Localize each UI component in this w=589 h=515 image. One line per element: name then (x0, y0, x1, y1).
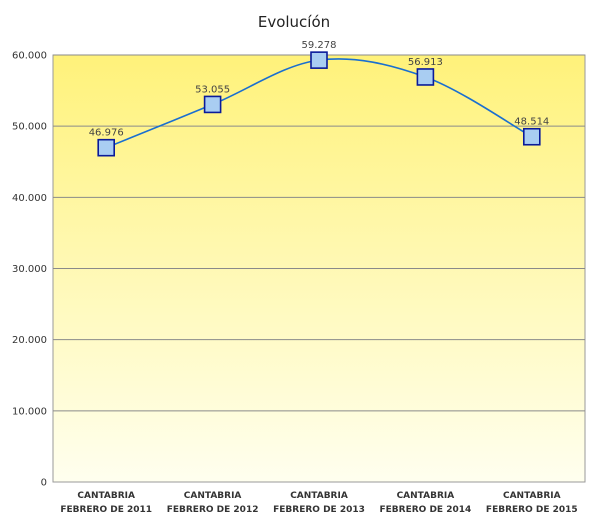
data-label: 48.514 (514, 117, 549, 128)
y-tick-label: 20.000 (12, 335, 47, 346)
x-tick-label: CANTABRIA FEBRERO DE 2011 (60, 491, 152, 515)
y-tick-label: 10.000 (12, 406, 47, 417)
data-label: 56.913 (408, 57, 443, 68)
x-axis-ticks: CANTABRIA FEBRERO DE 2011 CANTABRIA FEBRERO… (60, 491, 577, 515)
data-point-marker (416, 68, 435, 86)
data-label: 53.055 (195, 84, 230, 95)
data-point-marker (97, 138, 115, 157)
x-tick-label: CANTABRIA FEBRERO DE 2015 (486, 491, 578, 515)
data-labels: 46.976 53.055 59.278 56.913 48.514 (89, 40, 550, 139)
y-tick-label: 50.000 (12, 122, 47, 133)
series-group (97, 51, 541, 157)
data-point-marker (310, 51, 328, 69)
y-tick-label: 40.000 (12, 193, 47, 204)
chart-title: Evolucíón (258, 13, 330, 31)
y-axis-ticks: 0 10.000 20.000 30.000 40.000 50.000 60.000 (12, 51, 47, 489)
data-label: 46.976 (89, 128, 124, 139)
data-label: 59.278 (302, 40, 337, 51)
x-tick-label: CANTABRIA FEBRERO DE 2012 (167, 491, 259, 515)
y-tick-label: 60.000 (12, 51, 47, 62)
data-point-marker (522, 127, 541, 146)
y-tick-label: 0 (41, 478, 47, 489)
x-tick-label: CANTABRIA FEBRERO DE 2013 (273, 491, 365, 515)
data-point-marker (203, 95, 222, 114)
x-tick-label: CANTABRIA FEBRERO DE 2014 (380, 491, 472, 515)
y-tick-label: 30.000 (12, 264, 47, 275)
